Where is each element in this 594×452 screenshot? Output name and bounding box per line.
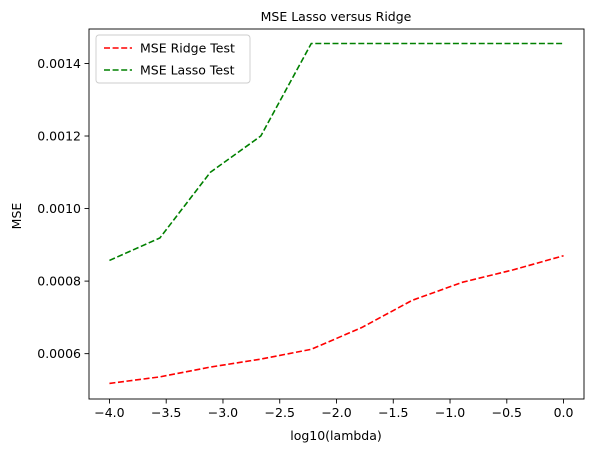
chart-title: MSE Lasso versus Ridge <box>261 9 412 24</box>
x-tick-label: −1.0 <box>435 405 465 420</box>
x-tick-label: −4.0 <box>94 405 124 420</box>
y-axis-label: MSE <box>9 203 24 230</box>
axes-layer: −4.0 −3.5 −3.0 −2.5 −2.0 −1.5 −1.0 −0.5 0.0 0.000… <box>37 28 585 420</box>
legend-box <box>95 34 251 84</box>
legend: MSE Ridge Test MSE Lasso Test <box>95 34 251 84</box>
x-tick-label: −2.5 <box>265 405 295 420</box>
x-tick-label: −3.5 <box>151 405 181 420</box>
legend-label-1: MSE Ridge Test <box>140 41 235 56</box>
x-tick-label: −0.5 <box>492 405 522 420</box>
legend-label-2: MSE Lasso Test <box>140 63 235 78</box>
x-tick-label: 0.0 <box>554 405 574 420</box>
plot-area: −4.0 −3.5 −3.0 −2.5 −2.0 −1.5 −1.0 −0.5 0.0 0.000… <box>37 28 585 420</box>
x-tick-label: −2.0 <box>321 405 351 420</box>
y-tick-label: 0.0014 <box>37 56 81 71</box>
x-tick-label: −3.0 <box>208 405 238 420</box>
series-line-1 <box>109 254 564 385</box>
x-tick-label: −1.5 <box>378 405 408 420</box>
series-line-2 <box>109 42 564 262</box>
y-tick-label: 0.0008 <box>37 274 81 289</box>
y-tick-label: 0.0010 <box>37 201 81 216</box>
x-axis-label: log10(lambda) <box>290 428 382 443</box>
y-tick-label: 0.0006 <box>37 346 81 361</box>
series-layer <box>109 42 564 385</box>
y-tick-label: 0.0012 <box>37 129 81 144</box>
